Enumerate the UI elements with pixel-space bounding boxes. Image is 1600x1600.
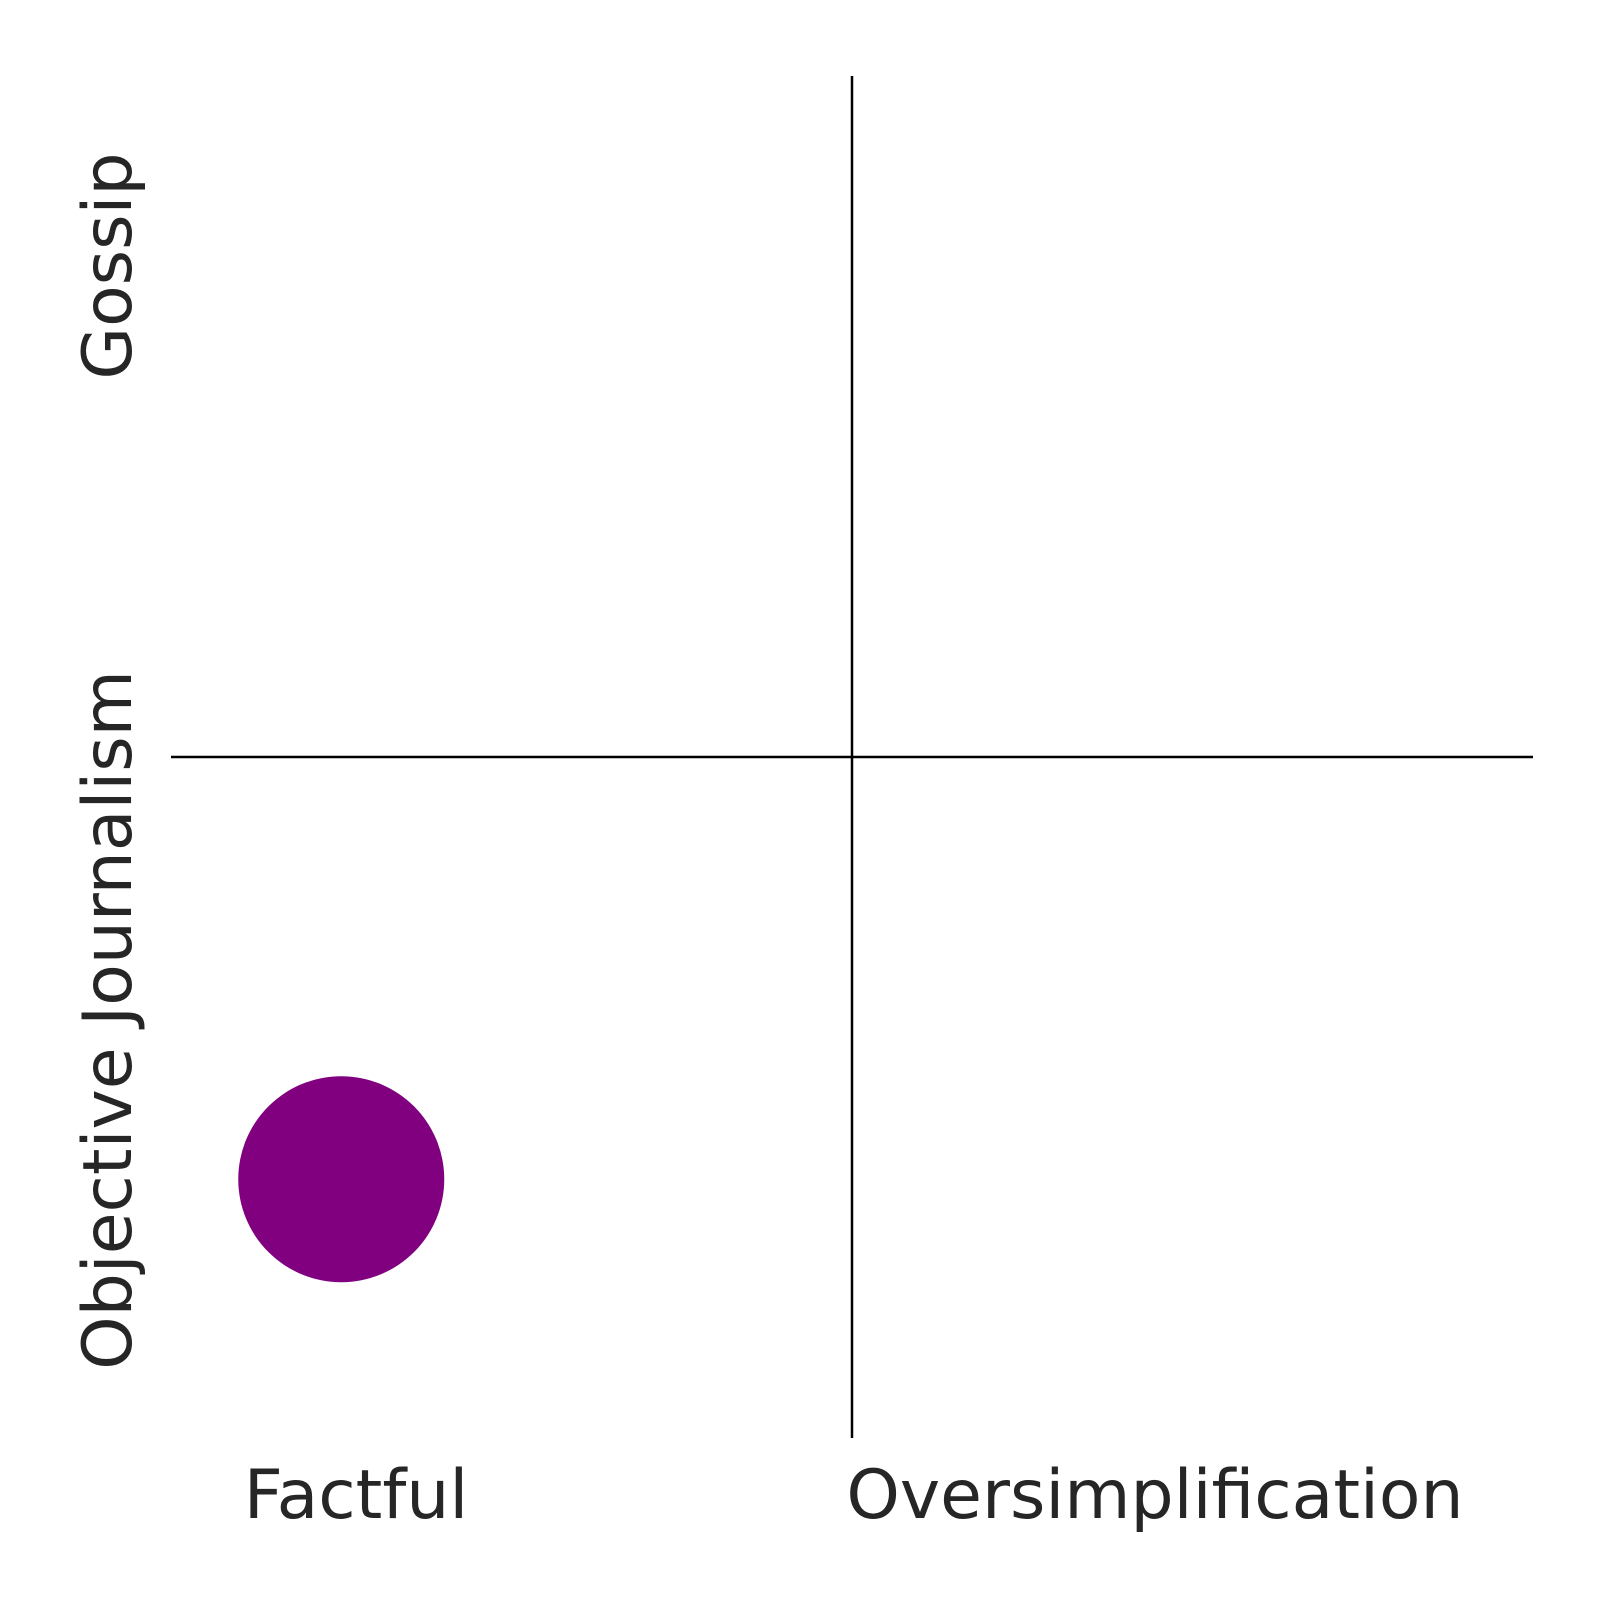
- y-label-bottom: Objective Journalism: [69, 670, 148, 1370]
- data-point-0: [238, 1076, 445, 1283]
- x-label-right: Oversimplification: [846, 1456, 1463, 1535]
- x-label-left: Factful: [244, 1456, 469, 1535]
- points-layer: [238, 1076, 445, 1283]
- y-label-top: Gossip: [69, 152, 148, 379]
